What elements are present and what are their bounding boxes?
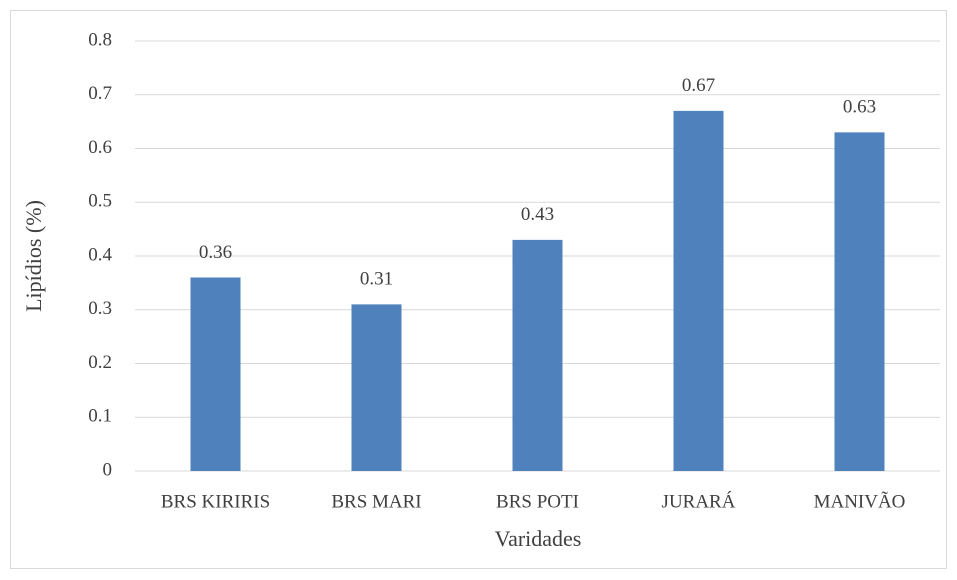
bar — [512, 239, 563, 471]
bar — [834, 132, 885, 471]
x-tick-label: BRS KIRIRIS — [161, 491, 270, 512]
y-tick-label: 0.2 — [88, 352, 112, 373]
x-tick-label: BRS MARI — [331, 491, 421, 512]
x-tick-label: MANIVÃO — [814, 490, 906, 512]
data-label: 0.63 — [843, 97, 876, 118]
x-axis-title: Varidades — [495, 526, 582, 551]
x-tick-label: BRS POTI — [496, 491, 579, 512]
bar — [673, 110, 724, 471]
y-tick-label: 0.6 — [88, 137, 112, 158]
y-tick-label: 0.3 — [88, 298, 112, 319]
y-tick-label: 0.7 — [88, 83, 112, 104]
y-tick-label: 0.4 — [88, 244, 112, 265]
y-tick-label: 0.1 — [88, 406, 112, 427]
bar — [190, 277, 241, 471]
data-label: 0.36 — [199, 242, 232, 263]
y-tick-label: 0.5 — [88, 191, 112, 212]
data-label: 0.31 — [360, 269, 393, 290]
y-tick-label: 0.8 — [88, 29, 112, 50]
y-axis-title: Lipídios (%) — [21, 200, 46, 312]
y-tick-label: 0 — [103, 459, 113, 480]
data-label: 0.67 — [682, 75, 715, 96]
bar — [351, 304, 402, 471]
x-tick-label: JURARÁ — [662, 490, 736, 512]
data-label: 0.43 — [521, 204, 554, 225]
chart-frame — [10, 10, 947, 569]
